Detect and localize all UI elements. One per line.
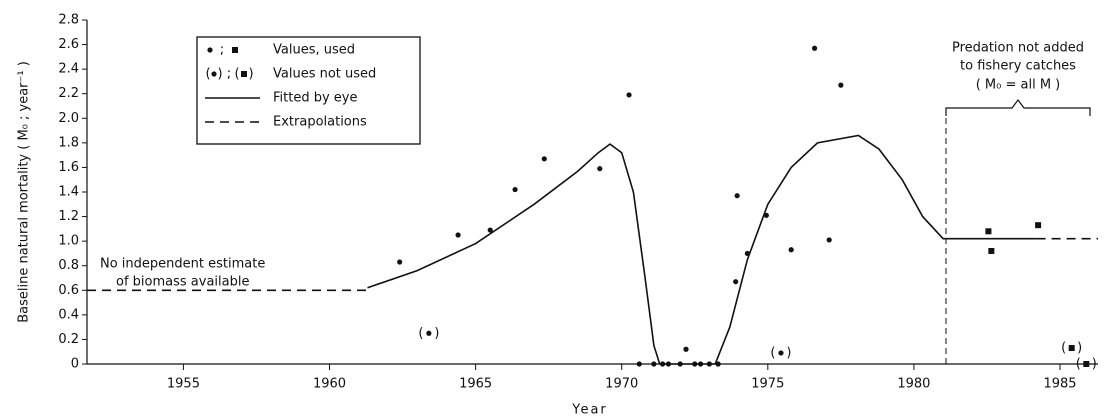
- x-tick-label: 1985: [1043, 377, 1076, 392]
- brace: [945, 99, 1091, 116]
- bracket: (: [234, 67, 239, 82]
- legend-label: Fitted by eye: [273, 91, 358, 106]
- dot-point: [455, 232, 461, 238]
- y-tick-label: 1.2: [58, 209, 79, 224]
- dot-point: [636, 361, 642, 367]
- dot-point: [734, 193, 740, 199]
- y-tick-label: 1.6: [58, 160, 79, 175]
- dot-point: [683, 346, 689, 352]
- x-axis-label: Year: [571, 403, 608, 418]
- bracket: ): [248, 67, 253, 82]
- dot-point: [838, 82, 844, 88]
- x-tick-label: 1960: [313, 377, 346, 392]
- dot-point: [512, 186, 518, 193]
- dot-point: [826, 237, 832, 243]
- annotation: Predation not added: [952, 41, 1084, 56]
- legend-dot: [211, 71, 217, 77]
- y-tick-label: 1.4: [58, 185, 79, 200]
- y-tick-label: 2.6: [58, 37, 79, 52]
- y-tick-label: 0.4: [58, 307, 79, 322]
- y-tick-label: 2.8: [58, 13, 79, 28]
- bracket: (: [770, 345, 775, 360]
- y-tick-label: 0.6: [58, 283, 79, 298]
- annotation: to fishery catches: [960, 59, 1076, 74]
- square-point: [988, 247, 995, 254]
- x-tick-label: 1970: [605, 377, 638, 392]
- annotation: No independent estimate: [100, 257, 265, 272]
- dot-point: [426, 330, 432, 336]
- legend-dot: [207, 47, 213, 53]
- dot-point: [715, 361, 721, 367]
- legend-box: [196, 36, 421, 145]
- square-point: [1068, 345, 1075, 352]
- x-tick-label: 1975: [751, 377, 784, 392]
- legend-sep: ;: [220, 43, 224, 58]
- y-tick-label: 0.8: [58, 258, 79, 273]
- dot-point: [397, 259, 403, 265]
- y-tick-label: 0: [71, 357, 79, 372]
- annotation: of biomass available: [116, 275, 249, 290]
- bracket: ): [786, 345, 791, 360]
- dot-point: [487, 227, 493, 233]
- bracket: (: [205, 67, 210, 82]
- series-line: [367, 134, 1037, 365]
- legend-sep: ;: [227, 67, 231, 82]
- x-tick-label: 1965: [459, 377, 492, 392]
- square-point: [1035, 222, 1042, 229]
- legend-label: Values, used: [273, 43, 355, 58]
- x-tick-label: 1955: [167, 377, 200, 392]
- bracket: ): [434, 326, 439, 341]
- bracket: (: [418, 326, 423, 341]
- x-tick-label: 1980: [897, 377, 930, 392]
- bracket: (: [1076, 357, 1081, 372]
- y-axis-label: Baseline natural mortality ( M₀ ; year⁻¹…: [17, 61, 32, 323]
- dot-point: [811, 45, 818, 51]
- dot-point: [788, 247, 794, 253]
- bracket: (: [1061, 341, 1066, 356]
- y-tick-label: 2.0: [58, 111, 79, 126]
- legend-label: Values not used: [273, 67, 376, 82]
- dot-point: [541, 156, 547, 162]
- dot-point: [651, 361, 657, 367]
- y-tick-label: 1.8: [58, 135, 79, 150]
- dot-point: [626, 92, 632, 98]
- legend-label: Extrapolations: [273, 115, 367, 130]
- y-tick-label: 2.2: [58, 86, 79, 101]
- bracket: ): [217, 67, 222, 82]
- bracket: ): [1092, 357, 1097, 372]
- dot-point: [733, 279, 739, 285]
- legend-square: [241, 71, 247, 77]
- dot-point: [778, 350, 784, 356]
- legend-square: [232, 47, 238, 53]
- y-tick-label: 1.0: [58, 234, 79, 249]
- bracket: ): [1077, 341, 1082, 356]
- square-point: [985, 228, 992, 235]
- series-line: [87, 237, 1098, 292]
- y-tick-label: 0.2: [58, 332, 79, 347]
- square-point: [1083, 361, 1090, 367]
- y-tick-label: 2.4: [58, 62, 79, 77]
- annotation: ( M₀ = all M ): [976, 78, 1061, 93]
- dot-point: [597, 166, 603, 172]
